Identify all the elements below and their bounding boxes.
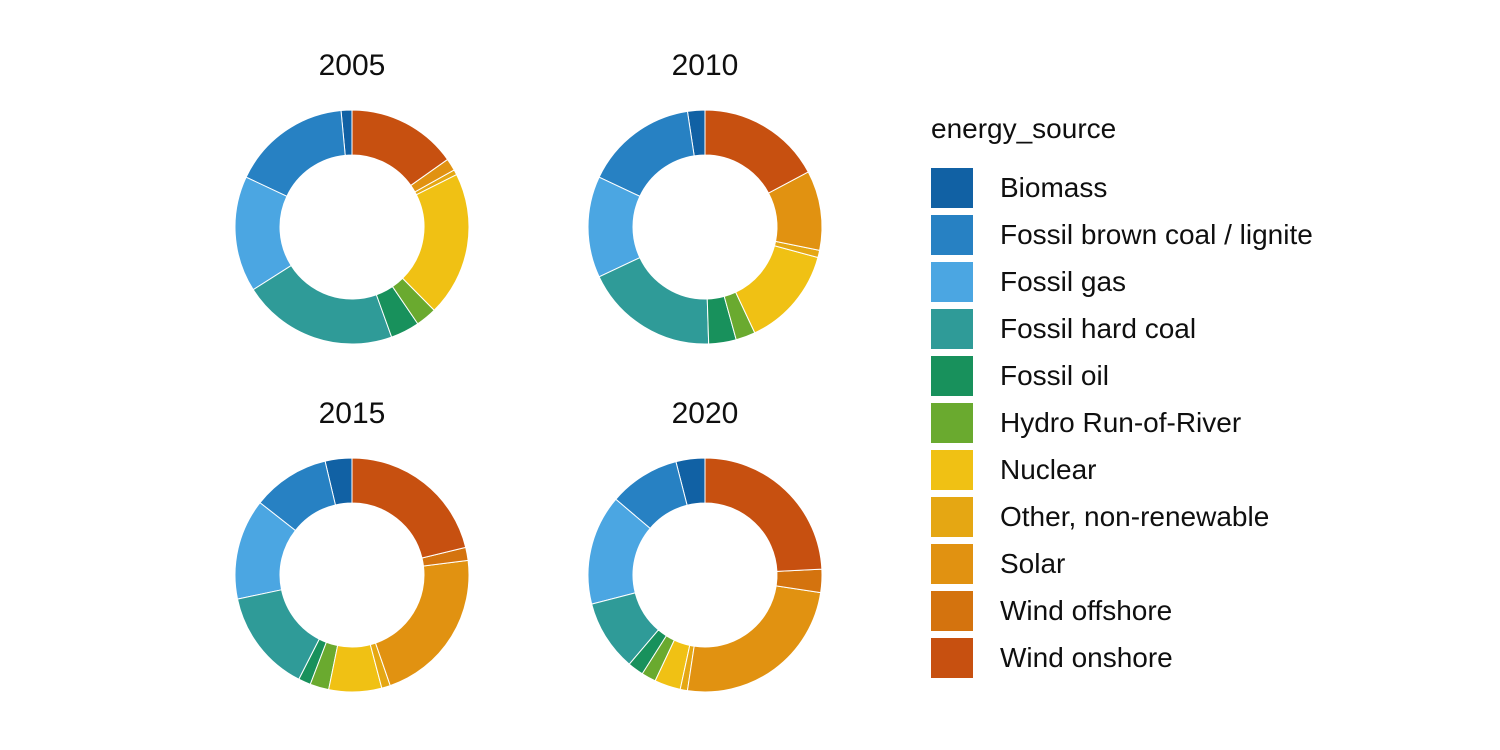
slice-fossil-brown-coal-lignite <box>259 460 336 532</box>
legend-item-solar: Solar <box>931 544 1313 584</box>
donut-chart-2020 <box>587 457 823 693</box>
slice-fossil-oil <box>628 629 667 675</box>
legend-item-fossil-brown-coal-lignite: Fossil brown coal / lignite <box>931 215 1313 255</box>
fossil-hard-coal-swatch <box>931 309 973 349</box>
wind-offshore-swatch <box>931 591 973 631</box>
donut-chart-2010 <box>587 109 823 345</box>
facet-title-2020: 2020 <box>671 397 739 430</box>
legend-item-fossil-gas: Fossil gas <box>931 262 1313 302</box>
hydro-run-of-river-swatch <box>931 403 973 443</box>
slice-fossil-brown-coal-lignite <box>598 110 695 197</box>
slice-solar <box>375 559 470 687</box>
slice-wind-offshore <box>775 568 823 594</box>
legend-label: Fossil brown coal / lignite <box>1000 219 1313 250</box>
slice-nuclear <box>402 174 470 311</box>
legend-label: Wind onshore <box>1000 642 1173 673</box>
slice-solar <box>686 585 822 693</box>
legend: energy_source Biomass Fossil brown coal /… <box>931 114 1313 685</box>
slice-nuclear <box>654 639 691 690</box>
legend-label: Nuclear <box>1000 454 1097 485</box>
slice-wind-onshore <box>704 109 809 194</box>
fossil-brown-coal-lignite-swatch <box>931 215 973 255</box>
slice-solar <box>410 158 455 193</box>
slice-hydro-run-of-river <box>641 635 675 682</box>
slice-fossil-oil <box>706 295 737 345</box>
legend-item-biomass: Biomass <box>931 168 1313 208</box>
slice-fossil-hard-coal <box>598 257 710 345</box>
legend-item-hydro-run-of-river: Hydro Run-of-River <box>931 403 1313 443</box>
fossil-oil-swatch <box>931 356 973 396</box>
legend-item-fossil-oil: Fossil oil <box>931 356 1313 396</box>
legend-item-other-non-renewable: Other, non-renewable <box>931 497 1313 537</box>
slice-nuclear <box>328 644 383 693</box>
slice-fossil-hard-coal <box>591 592 659 665</box>
legend-item-wind-offshore: Wind offshore <box>931 591 1313 631</box>
slice-fossil-gas <box>587 498 651 605</box>
facet-title-2015: 2015 <box>318 397 386 430</box>
slice-fossil-hard-coal <box>252 265 393 345</box>
legend-label: Biomass <box>1000 172 1108 203</box>
slice-solar <box>768 171 823 251</box>
slice-wind-onshore <box>351 109 449 186</box>
biomass-swatch <box>931 168 973 208</box>
slice-fossil-gas <box>234 176 292 291</box>
slice-fossil-brown-coal-lignite <box>245 110 346 197</box>
slice-fossil-oil <box>375 286 419 338</box>
legend-label: Fossil gas <box>1000 266 1127 297</box>
legend-item-nuclear: Nuclear <box>931 450 1313 490</box>
facet-title-2005: 2005 <box>318 49 386 82</box>
solar-swatch <box>931 544 973 584</box>
legend-label: Wind offshore <box>1000 595 1173 626</box>
facet-title-2010: 2010 <box>671 49 739 82</box>
slice-wind-offshore <box>421 546 469 567</box>
legend-item-fossil-hard-coal: Fossil hard coal <box>931 309 1313 349</box>
legend-label: Fossil oil <box>1000 360 1109 391</box>
slice-hydro-run-of-river <box>723 291 756 341</box>
fossil-gas-swatch <box>931 262 973 302</box>
slice-wind-onshore <box>351 457 467 559</box>
donut-chart-2015 <box>234 457 470 693</box>
legend-label: Solar <box>1000 548 1066 579</box>
legend-label: Fossil hard coal <box>1000 313 1197 344</box>
legend-items: Biomass Fossil brown coal / lignite Fossil… <box>931 168 1313 678</box>
nuclear-swatch <box>931 450 973 490</box>
legend-item-wind-onshore: Wind onshore <box>931 638 1313 678</box>
slice-fossil-gas <box>587 176 641 278</box>
legend-label: Hydro Run-of-River <box>1000 407 1242 438</box>
slice-fossil-gas <box>234 502 296 600</box>
legend-label: Other, non-renewable <box>1000 501 1270 532</box>
wind-onshore-swatch <box>931 638 973 678</box>
slice-hydro-run-of-river <box>391 277 435 325</box>
slice-fossil-brown-coal-lignite <box>615 461 688 529</box>
donut-chart-2005 <box>234 109 470 345</box>
slice-fossil-oil <box>298 638 327 685</box>
slice-fossil-hard-coal <box>237 589 320 680</box>
slice-nuclear <box>735 245 819 334</box>
slice-wind-onshore <box>704 457 823 572</box>
other-non-renewable-swatch <box>931 497 973 537</box>
legend-title: energy_source <box>931 113 1117 144</box>
